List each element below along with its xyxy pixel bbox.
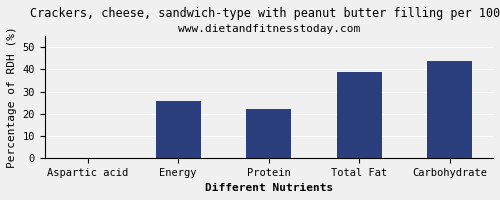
X-axis label: Different Nutrients: Different Nutrients <box>204 183 333 193</box>
Y-axis label: Percentage of RDH (%): Percentage of RDH (%) <box>7 26 17 168</box>
Bar <box>156 101 201 158</box>
Text: www.dietandfitnesstoday.com: www.dietandfitnesstoday.com <box>178 24 360 34</box>
Title: Crackers, cheese, sandwich-type with peanut butter filling per 100g: Crackers, cheese, sandwich-type with pea… <box>30 7 500 20</box>
Bar <box>246 109 292 158</box>
Bar <box>427 61 472 158</box>
Bar <box>336 72 382 158</box>
